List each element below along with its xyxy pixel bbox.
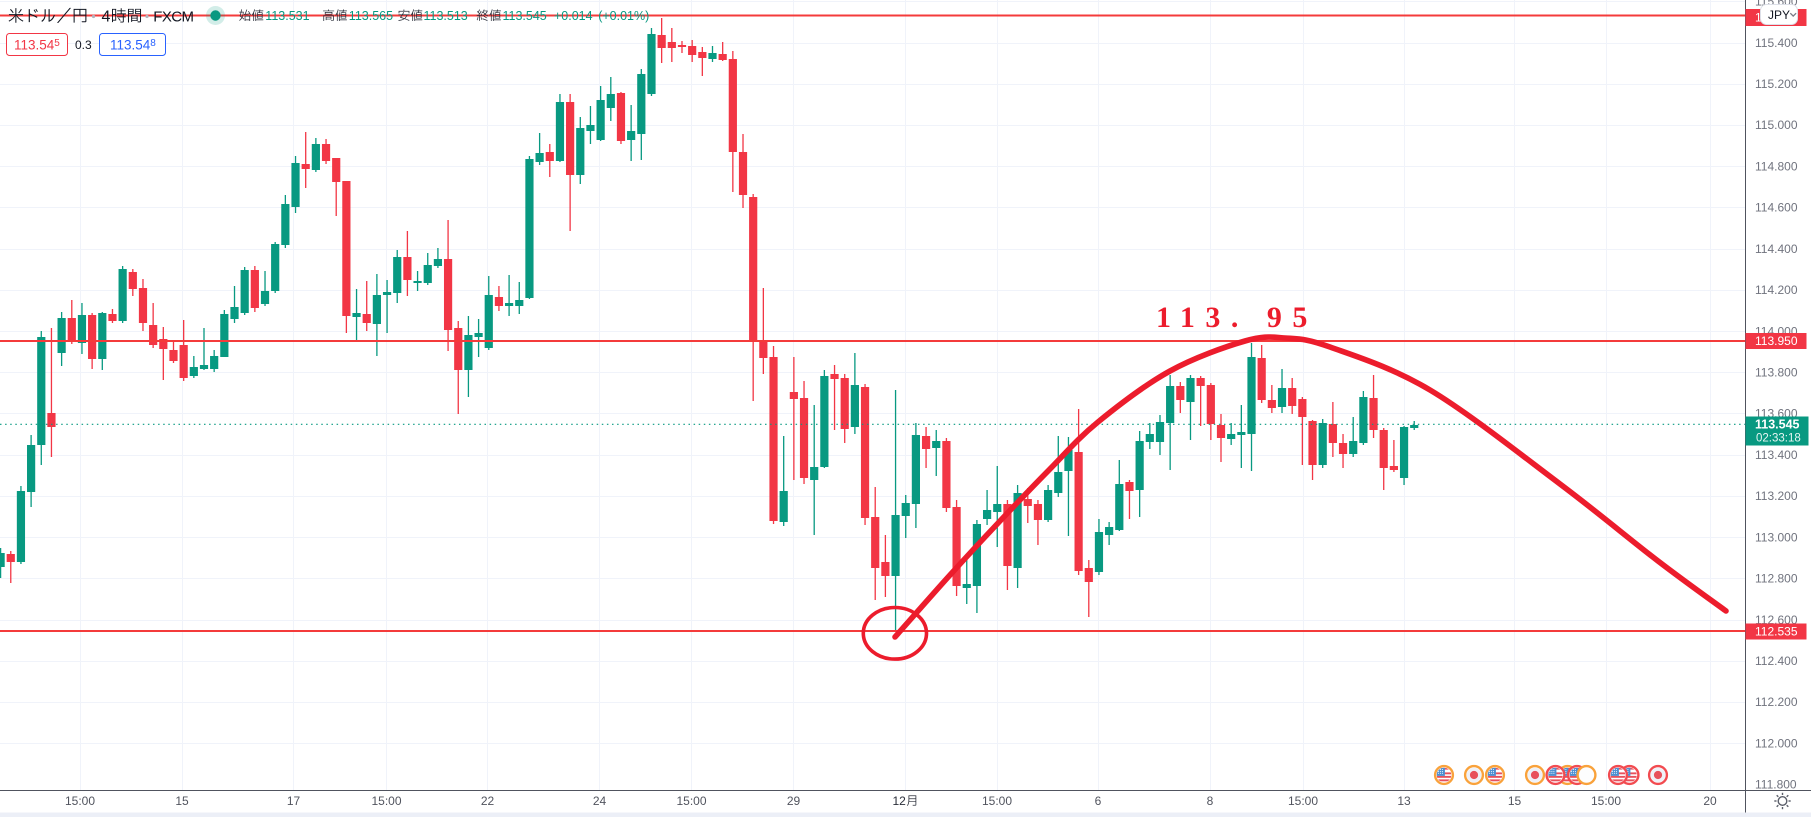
svg-text:114.800: 114.800 — [1755, 159, 1798, 173]
svg-text:29: 29 — [787, 794, 801, 808]
svg-text:115.200: 115.200 — [1755, 77, 1798, 91]
svg-text:112.400: 112.400 — [1755, 654, 1798, 668]
svg-text:113.800: 113.800 — [1755, 366, 1798, 380]
svg-text:+0.014: +0.014 — [554, 9, 593, 23]
svg-text:115.000: 115.000 — [1755, 118, 1798, 132]
svg-text:17: 17 — [287, 794, 301, 808]
svg-text:113.400: 113.400 — [1755, 448, 1798, 462]
svg-text:JPY: JPY — [1768, 8, 1790, 22]
svg-text:15: 15 — [1508, 794, 1522, 808]
svg-text:113. 95: 113. 95 — [1156, 301, 1318, 334]
svg-text:15:00: 15:00 — [65, 794, 95, 808]
svg-text:15:00: 15:00 — [1591, 794, 1621, 808]
svg-text:114.400: 114.400 — [1755, 242, 1798, 256]
svg-text:113.531: 113.531 — [265, 9, 309, 23]
svg-text:112.200: 112.200 — [1755, 695, 1798, 709]
svg-text:6: 6 — [1095, 794, 1102, 808]
svg-text:1: 1 — [1755, 11, 1762, 25]
svg-text:15:00: 15:00 — [676, 794, 706, 808]
svg-text:113.548: 113.548 — [110, 38, 156, 53]
svg-text:113.513: 113.513 — [424, 9, 468, 23]
svg-text:(+0.01%): (+0.01%) — [598, 9, 649, 23]
svg-text:15:00: 15:00 — [982, 794, 1012, 808]
svg-text:113.545: 113.545 — [503, 9, 547, 23]
svg-text:112.535: 112.535 — [1755, 625, 1798, 639]
svg-text:112.800: 112.800 — [1755, 572, 1798, 586]
svg-text:112.000: 112.000 — [1755, 736, 1798, 750]
svg-text:12: 12 — [893, 794, 907, 808]
svg-text:111.800: 111.800 — [1755, 778, 1797, 792]
svg-text:113.200: 113.200 — [1755, 489, 1798, 503]
svg-text:112.600: 112.600 — [1755, 613, 1798, 627]
svg-text:113.000: 113.000 — [1755, 530, 1798, 544]
svg-text:15:00: 15:00 — [1288, 794, 1318, 808]
svg-text:0.3: 0.3 — [75, 38, 92, 52]
svg-text:113.545: 113.545 — [1755, 418, 1800, 432]
svg-text:15:00: 15:00 — [371, 794, 401, 808]
svg-text:115.400: 115.400 — [1755, 36, 1798, 50]
svg-text:15: 15 — [175, 794, 189, 808]
svg-text:114.200: 114.200 — [1755, 283, 1798, 297]
svg-text:114.600: 114.600 — [1755, 201, 1798, 215]
svg-text:4: 4 — [102, 9, 111, 26]
svg-text:22: 22 — [481, 794, 495, 808]
svg-text:113.950: 113.950 — [1755, 334, 1798, 348]
svg-text:24: 24 — [593, 794, 607, 808]
svg-text:FXCM: FXCM — [153, 9, 193, 26]
svg-text:20: 20 — [1703, 794, 1717, 808]
svg-text:113.565: 113.565 — [349, 9, 393, 23]
svg-text:113.545: 113.545 — [14, 38, 60, 53]
svg-text:8: 8 — [1207, 794, 1214, 808]
svg-text:13: 13 — [1397, 794, 1411, 808]
svg-text:02:33:18: 02:33:18 — [1756, 433, 1801, 445]
